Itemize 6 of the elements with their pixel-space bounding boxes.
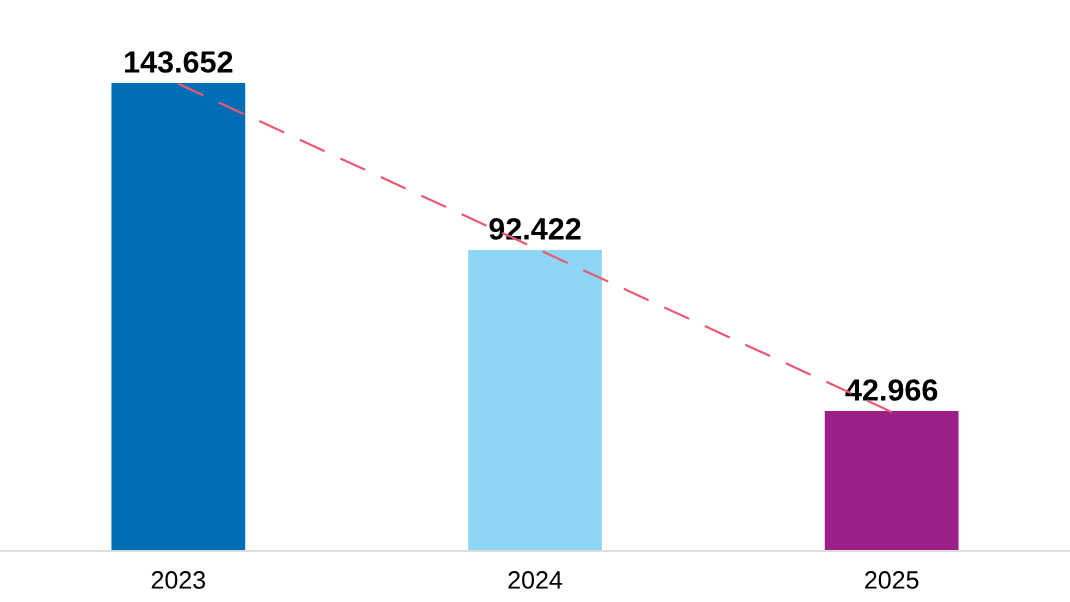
data-label: 92.422 xyxy=(489,218,581,240)
data-label: 143.652 xyxy=(125,51,233,73)
x-tick-label: 2024 xyxy=(508,571,563,589)
data-label: 42.966 xyxy=(845,379,938,401)
x-tick-label: 2023 xyxy=(151,571,206,589)
x-tick-label: 2025 xyxy=(865,571,919,589)
